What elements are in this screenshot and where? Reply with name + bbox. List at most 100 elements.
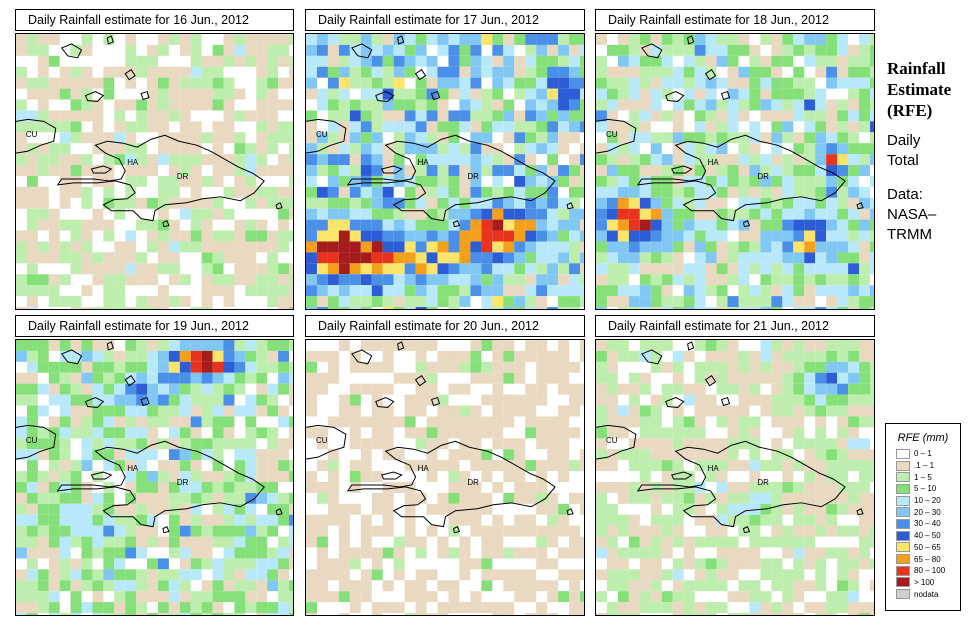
rainfall-cell xyxy=(190,558,202,570)
rainfall-cell xyxy=(870,460,874,472)
rainfall-cell xyxy=(306,44,317,56)
rainfall-cell xyxy=(81,536,93,548)
rainfall-cell xyxy=(234,383,246,395)
rainfall-cell xyxy=(316,230,328,242)
rainfall-cell xyxy=(70,558,82,570)
rainfall-cell xyxy=(749,186,761,198)
rainfall-cell xyxy=(157,241,169,253)
rainfall-cell xyxy=(870,230,874,242)
rainfall-cell xyxy=(267,449,279,461)
rainfall-cell xyxy=(393,88,405,100)
rainfall-cell xyxy=(234,165,246,176)
rainfall-cell xyxy=(683,394,695,406)
rainfall-cell xyxy=(59,471,71,482)
rainfall-cell xyxy=(81,361,93,373)
rainfall-cell xyxy=(338,34,350,45)
rainfall-cell xyxy=(48,427,60,439)
rainfall-cell xyxy=(492,514,504,526)
rainfall-cell xyxy=(727,350,739,362)
rainfall-cell xyxy=(859,121,871,133)
rainfall-cell xyxy=(804,383,816,395)
rainfall-cell xyxy=(245,197,257,209)
coastline xyxy=(84,397,105,409)
rainfall-cell xyxy=(415,427,427,439)
rainfall-cell xyxy=(278,449,290,461)
rainfall-cell xyxy=(503,340,515,351)
rainfall-cell xyxy=(147,296,158,308)
rainfall-cell xyxy=(136,580,148,592)
rainfall-cell xyxy=(338,591,350,603)
rainfall-cell xyxy=(382,208,394,220)
coastline xyxy=(720,396,731,407)
rainfall-cell xyxy=(503,372,515,384)
rainfall-cell xyxy=(716,274,728,286)
rainfall-cell xyxy=(338,44,350,56)
rainfall-cell xyxy=(404,274,416,286)
rainfall-cell xyxy=(179,547,191,559)
rainfall-cell xyxy=(437,547,449,559)
rainfall-cell xyxy=(826,219,838,231)
rainfall-cell xyxy=(804,449,816,461)
rainfall-cell xyxy=(694,186,706,198)
rainfall-cell xyxy=(16,230,27,242)
rainfall-cell xyxy=(16,602,27,614)
rainfall-cell xyxy=(415,252,427,264)
rainfall-cell xyxy=(683,44,695,56)
rainfall-cell xyxy=(448,492,460,504)
rainfall-cell xyxy=(327,492,339,504)
rainfall-cell xyxy=(837,416,849,428)
rainfall-cell xyxy=(267,186,279,198)
rainfall-cell xyxy=(125,66,137,78)
rainfall-cell xyxy=(694,88,706,100)
rainfall-cell xyxy=(617,340,629,351)
rainfall-cell xyxy=(92,405,104,417)
rainfall-cell xyxy=(771,143,783,155)
rainfall-cell xyxy=(661,263,673,275)
rainfall-cell xyxy=(749,55,761,67)
rainfall-cell xyxy=(639,55,651,67)
rainfall-cell xyxy=(426,471,438,482)
rainfall-cell xyxy=(404,241,416,253)
rainfall-cell xyxy=(404,55,416,67)
coastline xyxy=(636,134,846,222)
rainfall-cell xyxy=(234,143,246,155)
rainfall-cell xyxy=(393,66,405,78)
rainfall-cell xyxy=(147,416,158,428)
rainfall-cell xyxy=(404,165,416,176)
rainfall-cell xyxy=(848,296,860,308)
rainfall-cell xyxy=(628,263,640,275)
rainfall-cell xyxy=(48,481,60,493)
rainfall-cell xyxy=(848,197,860,209)
rainfall-cell xyxy=(760,154,772,166)
rainfall-cell xyxy=(628,241,640,253)
rainfall-cell xyxy=(125,405,137,417)
rainfall-cell xyxy=(190,132,202,144)
rainfall-cell xyxy=(459,285,471,297)
rainfall-cell xyxy=(547,99,559,111)
rainfall-cell xyxy=(870,121,874,133)
rainfall-cell xyxy=(837,165,849,176)
rainfall-cell xyxy=(470,438,482,450)
rainfall-cell xyxy=(738,175,750,187)
rainfall-cell xyxy=(382,55,394,67)
rainfall-cell xyxy=(628,307,640,309)
rainfall-cell xyxy=(223,438,235,450)
rainfall-cell xyxy=(81,252,93,264)
rainfall-cell xyxy=(92,503,104,515)
rainfall-cell xyxy=(234,460,246,472)
rainfall-cell xyxy=(70,613,82,615)
rainfall-cell xyxy=(661,132,673,144)
rainfall-cell xyxy=(760,569,772,581)
rainfall-cell xyxy=(223,492,235,504)
rainfall-cell xyxy=(536,34,548,45)
rainfall-cell xyxy=(37,219,49,231)
panel-title: Daily Rainfall estimate for 17 Jun., 201… xyxy=(305,9,585,31)
rainfall-cell xyxy=(694,558,706,570)
rainfall-cell xyxy=(716,383,728,395)
rainfall-cell xyxy=(771,121,783,133)
rainfall-cell xyxy=(371,44,383,56)
rainfall-cell xyxy=(136,602,148,614)
rainfall-cell xyxy=(558,208,570,220)
rainfall-cell xyxy=(223,613,235,615)
rainfall-cell xyxy=(125,121,137,133)
